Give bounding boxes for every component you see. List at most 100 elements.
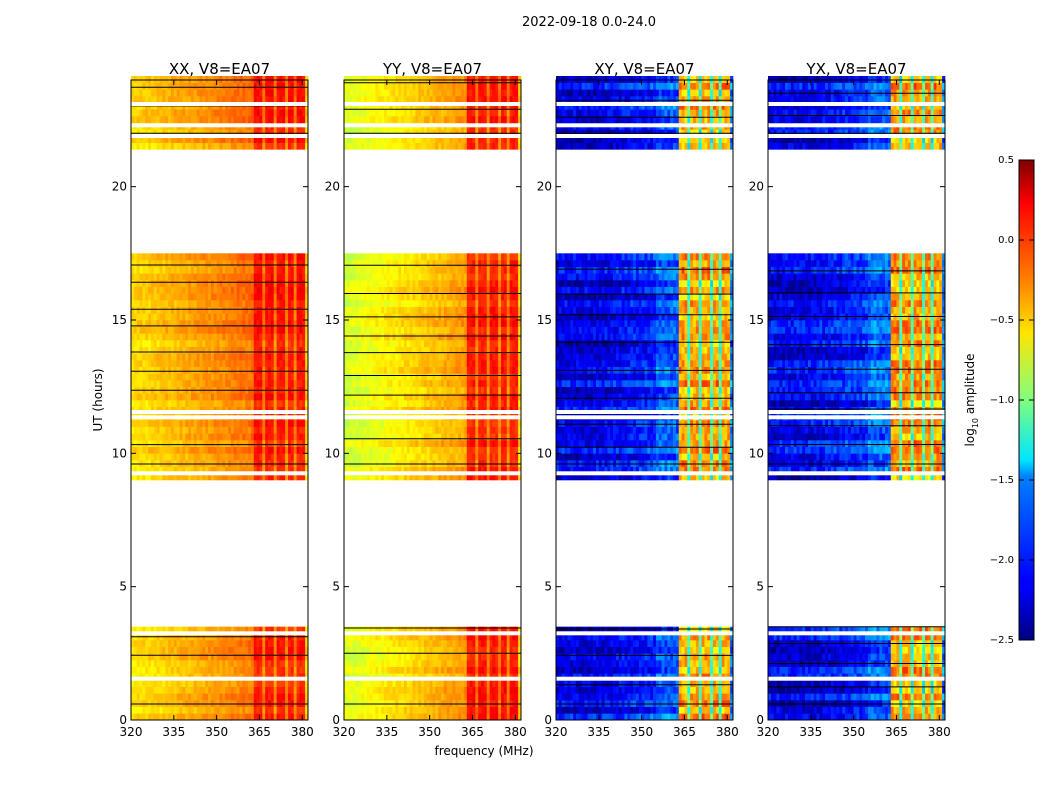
heatmap-cell (401, 460, 405, 467)
heatmap-cell (349, 433, 353, 441)
heatmap-cell (361, 686, 365, 694)
heatmap-cell (435, 460, 439, 467)
heatmap-cell (233, 446, 237, 454)
heatmap-cell (190, 116, 195, 123)
heatmap-cell (355, 460, 359, 467)
heatmap-cell (245, 393, 249, 401)
heatmap-cell (136, 76, 140, 83)
heatmap-cell (412, 653, 416, 661)
heatmap-cell (426, 626, 430, 634)
heatmap-cell (199, 360, 203, 367)
heatmap-cell (216, 433, 220, 441)
heatmap-cell (432, 460, 436, 467)
heatmap-cell (253, 440, 257, 447)
heatmap-cell (182, 353, 186, 361)
heatmap-cell (162, 373, 166, 381)
heatmap-cell (299, 693, 303, 701)
heatmap-cell (230, 666, 235, 674)
heatmap-cell (182, 89, 186, 97)
heatmap-cell (205, 96, 209, 103)
heatmap-cell (358, 653, 362, 661)
heatmap-cell (270, 313, 275, 321)
heatmap-cell (305, 346, 309, 354)
heatmap-cell (253, 373, 257, 381)
heatmap-cell (190, 653, 195, 661)
heatmap-cell (346, 473, 350, 481)
heatmap-cell (358, 440, 362, 447)
heatmap-cell (506, 446, 510, 454)
heatmap-cell (279, 640, 283, 647)
heatmap-cell (236, 393, 240, 401)
heatmap-cell (202, 326, 206, 334)
heatmap-cell (288, 380, 292, 387)
heatmap-cell (150, 653, 155, 661)
heatmap-cell (236, 706, 240, 714)
heatmap-cell (489, 666, 493, 674)
heatmap-cell (179, 700, 183, 707)
heatmap-cell (213, 116, 217, 123)
heatmap-cell (299, 626, 303, 634)
heatmap-cell (225, 333, 229, 341)
heatmap-cell (150, 280, 155, 287)
heatmap-cell (225, 393, 229, 401)
heatmap-cell (429, 706, 433, 714)
heatmap-cell (401, 680, 405, 687)
heatmap-cell (262, 660, 266, 667)
heatmap-cell (366, 466, 370, 474)
heatmap-cell (139, 420, 143, 427)
heatmap-cell (228, 373, 232, 381)
heatmap-cell (248, 326, 252, 334)
heatmap-cell (239, 286, 243, 294)
heatmap-cell (179, 273, 183, 281)
heatmap-cell (213, 693, 217, 701)
heatmap-cell (202, 380, 206, 387)
heatmap-cell (150, 333, 155, 341)
heatmap-cell (222, 76, 226, 83)
heatmap-cell (285, 273, 289, 281)
heatmap-cell (216, 306, 220, 314)
heatmap-cell (302, 109, 306, 117)
heatmap-cell (296, 273, 300, 281)
heatmap-cell (159, 360, 163, 367)
heatmap-cell (133, 96, 137, 103)
heatmap-cell (435, 666, 439, 674)
heatmap-cell (153, 713, 157, 721)
heatmap-cell (233, 136, 237, 143)
heatmap-cell (222, 433, 226, 441)
heatmap-cell (293, 346, 297, 354)
heatmap-cell (259, 326, 263, 334)
heatmap-cell (279, 393, 283, 401)
heatmap-cell (495, 473, 499, 481)
heatmap-cell (156, 446, 160, 454)
heatmap-cell (501, 440, 505, 447)
heatmap-cell (512, 473, 516, 481)
heatmap-cell (426, 453, 430, 461)
heatmap-cell (173, 713, 177, 721)
heatmap-cell (346, 653, 350, 661)
heatmap-cell (302, 373, 306, 381)
heatmap-cell (210, 460, 215, 467)
heatmap-cell (466, 713, 470, 721)
heatmap-cell (242, 666, 246, 674)
heatmap-cell (466, 660, 470, 667)
heatmap-cell (179, 109, 183, 117)
heatmap-cell (293, 680, 297, 687)
heatmap-cell (282, 333, 286, 341)
heatmap-cell (133, 660, 137, 667)
heatmap-cell (265, 646, 269, 654)
heatmap-cell (495, 686, 499, 694)
heatmap-cell (375, 460, 379, 467)
heatmap-cell (170, 96, 175, 103)
heatmap-cell (262, 433, 266, 441)
heatmap-cell (242, 320, 246, 327)
heatmap-cell (383, 653, 388, 661)
heatmap-cell (205, 706, 209, 714)
heatmap-cell (463, 700, 468, 707)
heatmap-cell (262, 260, 266, 267)
heatmap-cell (170, 666, 175, 674)
heatmap-cell (282, 293, 286, 301)
heatmap-cell (156, 280, 160, 287)
heatmap-cell (386, 473, 390, 481)
heatmap-cell (242, 286, 246, 294)
